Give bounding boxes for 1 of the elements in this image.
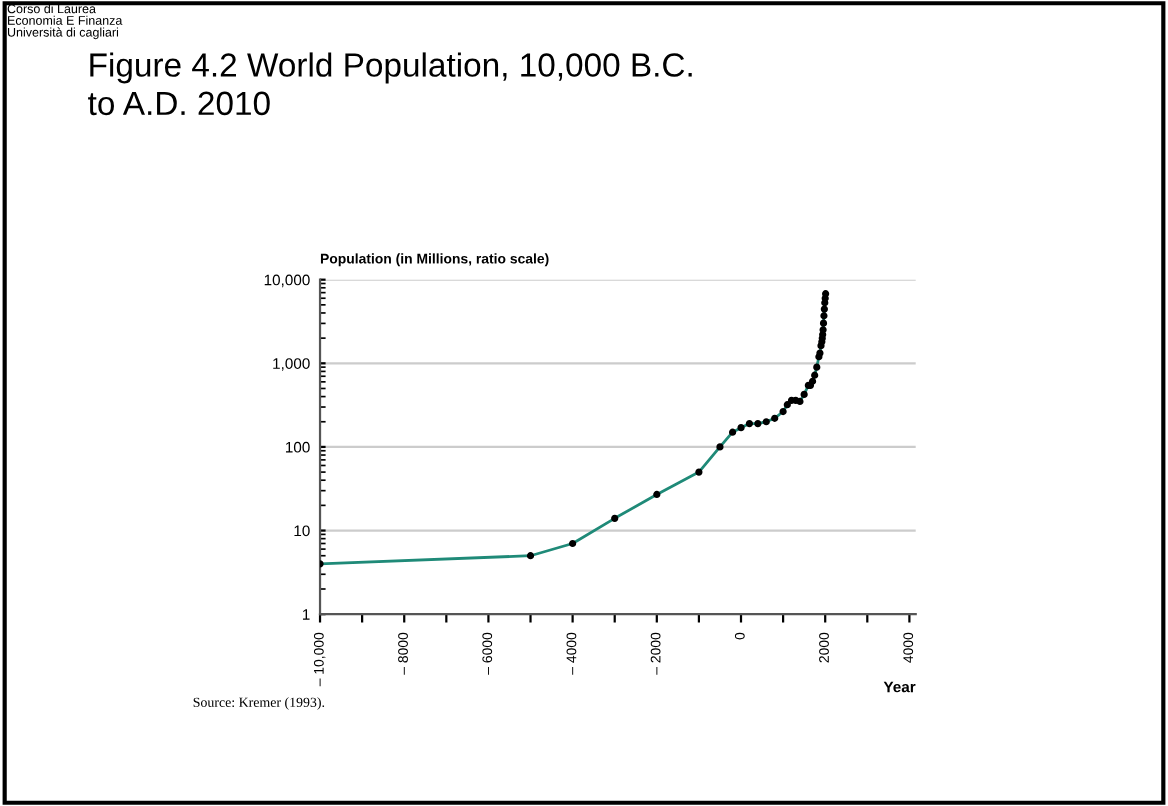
chart-title: Figure 4.2 World Population, 10,000 B.C. to A.D. 2010 — [88, 52, 692, 116]
